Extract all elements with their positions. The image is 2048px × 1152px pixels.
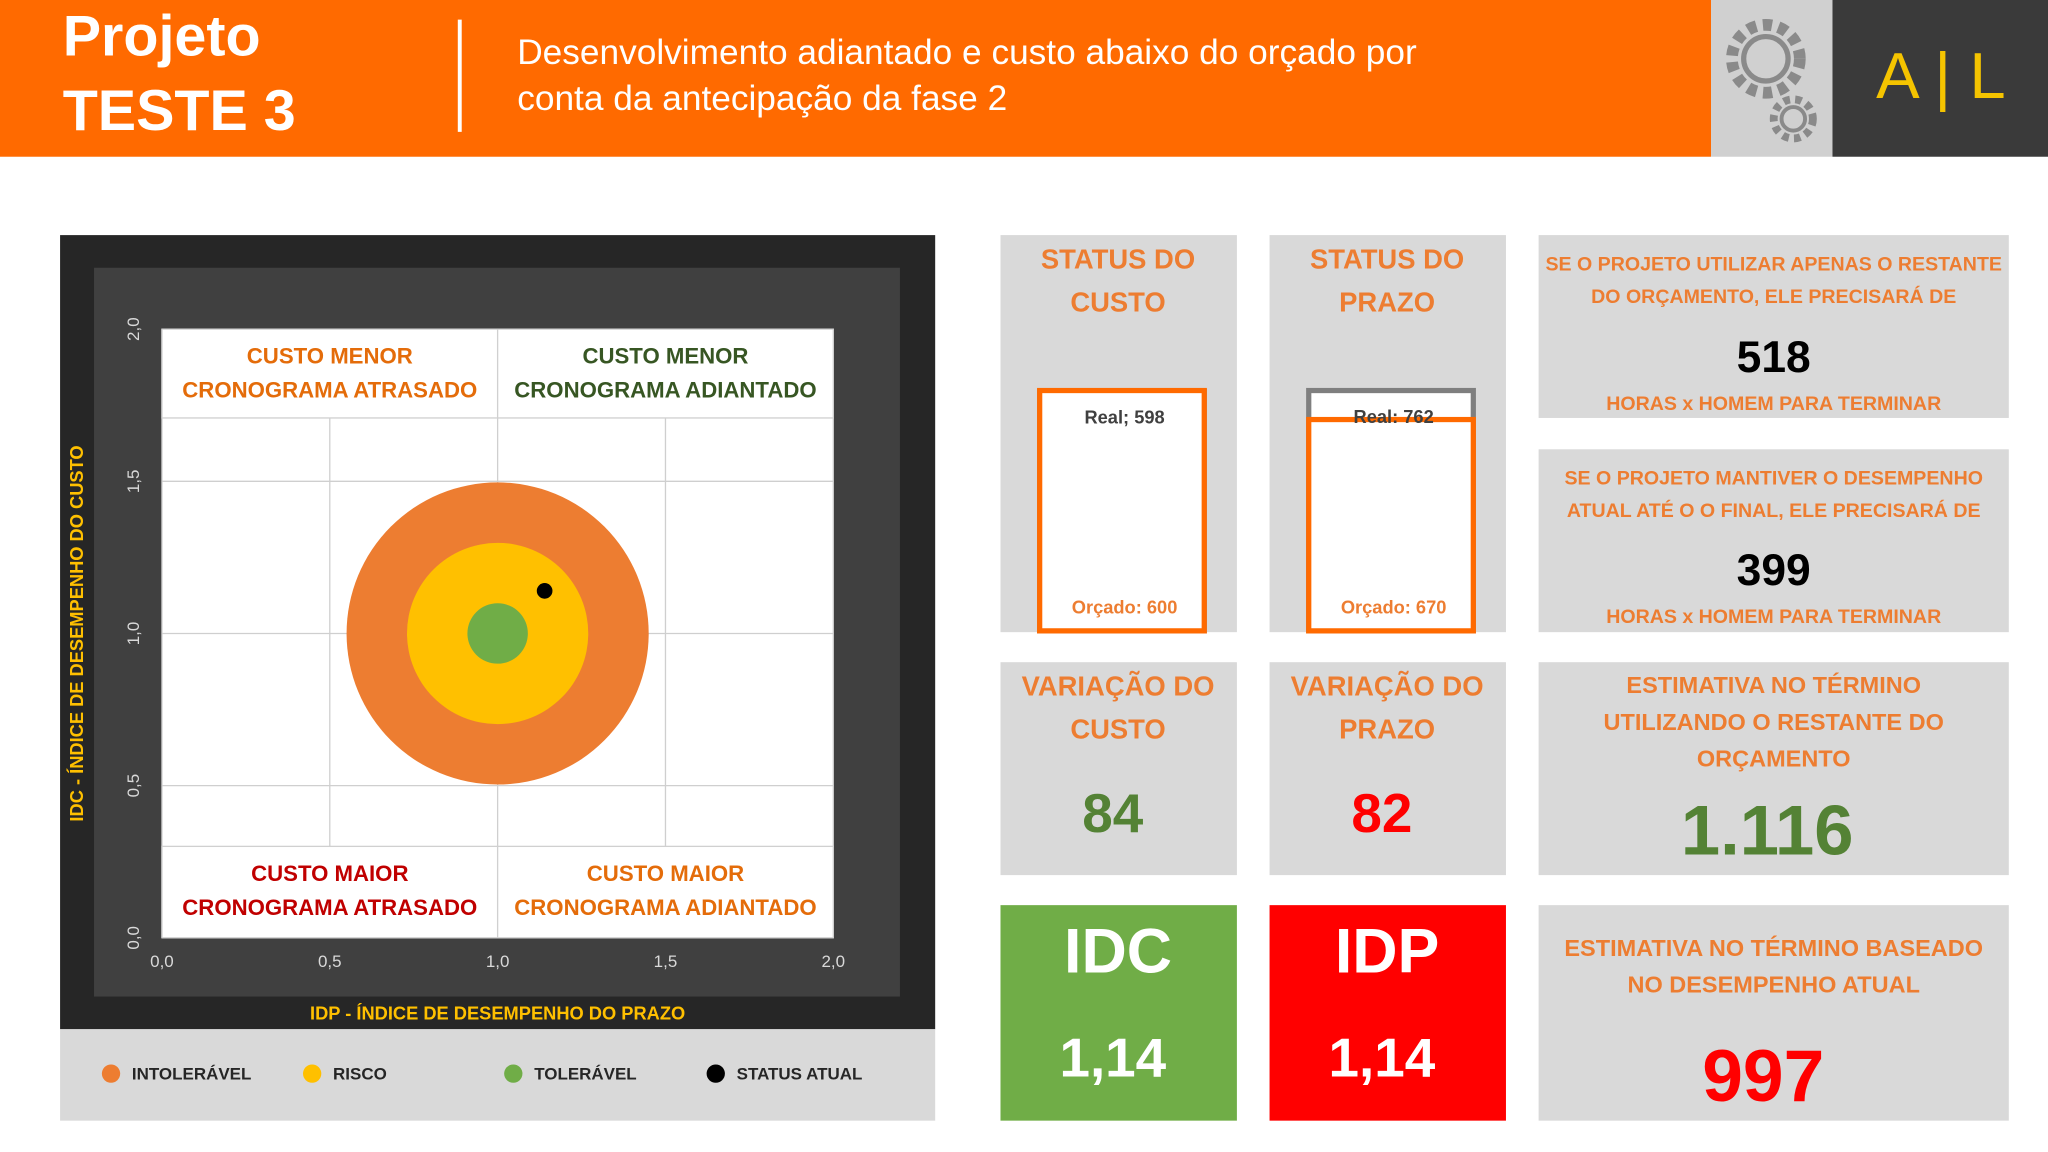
gear-icon — [1726, 18, 1817, 143]
card-title: VARIAÇÃO DO — [1291, 671, 1484, 702]
y-tick-label: 1,0 — [124, 622, 143, 646]
bar-label: Orçado: 670 — [1341, 596, 1447, 617]
quadrant-label: CRONOGRAMA ADIANTADO — [514, 378, 816, 403]
bar-label: Orçado: 600 — [1072, 596, 1178, 617]
status-bars: Real; 598 Orçado: 600 — [1037, 387, 1207, 634]
card-text: ESTIMATIVA NO TÉRMINO — [1626, 671, 1921, 698]
card-title: IDP — [1335, 917, 1440, 987]
card-title: CUSTO — [1070, 714, 1165, 745]
logo: A | L — [1876, 39, 2006, 112]
status-bars: Real: 762 Orçado: 670 — [1306, 387, 1476, 634]
card-text: HORAS x HOMEM PARA TERMINAR — [1606, 606, 1941, 628]
x-tick-label: 1,5 — [654, 952, 678, 971]
card-value: 518 — [1737, 333, 1811, 382]
y-tick-label: 0,5 — [124, 774, 143, 798]
card — [1538, 235, 2009, 418]
legend-label: INTOLERÁVEL — [132, 1064, 251, 1083]
card-text: ORÇAMENTO — [1697, 745, 1851, 771]
card-title: PRAZO — [1339, 287, 1435, 318]
card-value: 399 — [1737, 546, 1811, 595]
card-value: 84 — [1082, 782, 1144, 844]
legend-label: TOLERÁVEL — [534, 1064, 636, 1083]
idc-card — [1000, 905, 1237, 1121]
bar-label: Real: 762 — [1354, 406, 1434, 427]
y-tick-label: 2,0 — [124, 317, 143, 341]
quadrant-label: CUSTO MAIOR — [251, 861, 408, 886]
legend-label: STATUS ATUAL — [737, 1064, 863, 1083]
card-text: DO ORÇAMENTO, ELE PRECISARÁ DE — [1591, 285, 1956, 308]
legend-swatch — [101, 1064, 121, 1083]
card — [1000, 662, 1237, 876]
x-tick-label: 1,0 — [486, 952, 510, 971]
header-subtitle: conta da antecipação da fase 2 — [517, 79, 1007, 118]
card-text: NO DESEMPENHO ATUAL — [1627, 971, 1919, 997]
status-bar — [1037, 387, 1207, 634]
quadrant-label: CRONOGRAMA ATRASADO — [182, 378, 477, 403]
card-title: IDC — [1064, 917, 1172, 987]
x-tick-label: 2,0 — [822, 952, 846, 971]
card-value: 997 — [1702, 1036, 1824, 1117]
card-value: 1,14 — [1059, 1026, 1166, 1088]
status-bar — [1306, 416, 1476, 634]
x-tick-label: 0,0 — [150, 952, 174, 971]
quadrant-box — [161, 328, 499, 419]
legend-swatch — [504, 1064, 523, 1083]
legend-box — [60, 1029, 936, 1121]
project-title: TESTE 3 — [63, 79, 296, 143]
card-value: 1.116 — [1681, 791, 1854, 870]
legend: INTOLERÁVEL RISCO TOLERÁVEL STATUS ATUAL — [101, 1064, 863, 1083]
quadrant-label: CRONOGRAMA ADIANTADO — [514, 895, 816, 920]
card-text: ATUAL ATÉ O O FINAL, ELE PRECISARÁ DE — [1567, 499, 1981, 522]
card-title: CUSTO — [1070, 287, 1165, 318]
card-text: HORAS x HOMEM PARA TERMINAR — [1606, 393, 1941, 415]
card — [1538, 449, 2009, 633]
quadrant-label: CUSTO MAIOR — [587, 861, 744, 886]
y-tick-label: 0,0 — [124, 926, 143, 950]
x-axis-label: IDP - ÍNDICE DE DESEMPENHO DO PRAZO — [310, 1003, 685, 1024]
card-value: 82 — [1351, 782, 1412, 844]
zone — [467, 603, 528, 664]
y-tick-label: 1,5 — [124, 470, 143, 494]
quadrant-label: CUSTO MENOR — [582, 344, 748, 369]
status-point — [536, 583, 553, 599]
legend-swatch — [303, 1064, 322, 1083]
card-title: STATUS DO — [1310, 243, 1464, 274]
card-text: SE O PROJETO UTILIZAR APENAS O RESTANTE — [1545, 253, 2002, 275]
card-text: ESTIMATIVA NO TÉRMINO BASEADO — [1564, 934, 1983, 961]
card-title: PRAZO — [1339, 714, 1435, 745]
project-title: Projeto — [63, 5, 261, 69]
quadrant-label: CUSTO MENOR — [247, 344, 413, 369]
card-text: SE O PROJETO MANTIVER O DESEMPENHO — [1564, 468, 1982, 490]
quadrant-box — [496, 845, 834, 939]
header-bar — [0, 0, 1712, 157]
x-tick-label: 0,5 — [318, 952, 342, 971]
bar-label: Real; 598 — [1084, 407, 1164, 428]
quadrant-label: CRONOGRAMA ATRASADO — [182, 895, 477, 920]
y-axis-label: IDC - ÍNDICE DE DESEMPENHO DO CUSTO — [66, 445, 87, 821]
legend-swatch — [706, 1064, 725, 1083]
card-title: STATUS DO — [1041, 243, 1195, 274]
header-subtitle: Desenvolvimento adiantado e custo abaixo… — [517, 33, 1417, 72]
logo-panel — [1832, 0, 2048, 157]
plot: 0,0 0,5 1,0 1,5 2,0 0,0 0,5 1,0 1,5 2,0 CUSTO MENO… — [124, 317, 845, 971]
card-value: 1,14 — [1329, 1026, 1436, 1088]
legend-label: RISCO — [333, 1064, 387, 1083]
card — [1538, 905, 2009, 1121]
quadrant-box — [161, 845, 499, 939]
card — [1538, 662, 2009, 876]
card-title: VARIAÇÃO DO — [1022, 671, 1215, 702]
idp-card — [1269, 905, 1506, 1121]
card — [1269, 662, 1506, 876]
card-text: UTILIZANDO O RESTANTE DO — [1604, 709, 1944, 735]
quadrant-box — [496, 328, 834, 419]
